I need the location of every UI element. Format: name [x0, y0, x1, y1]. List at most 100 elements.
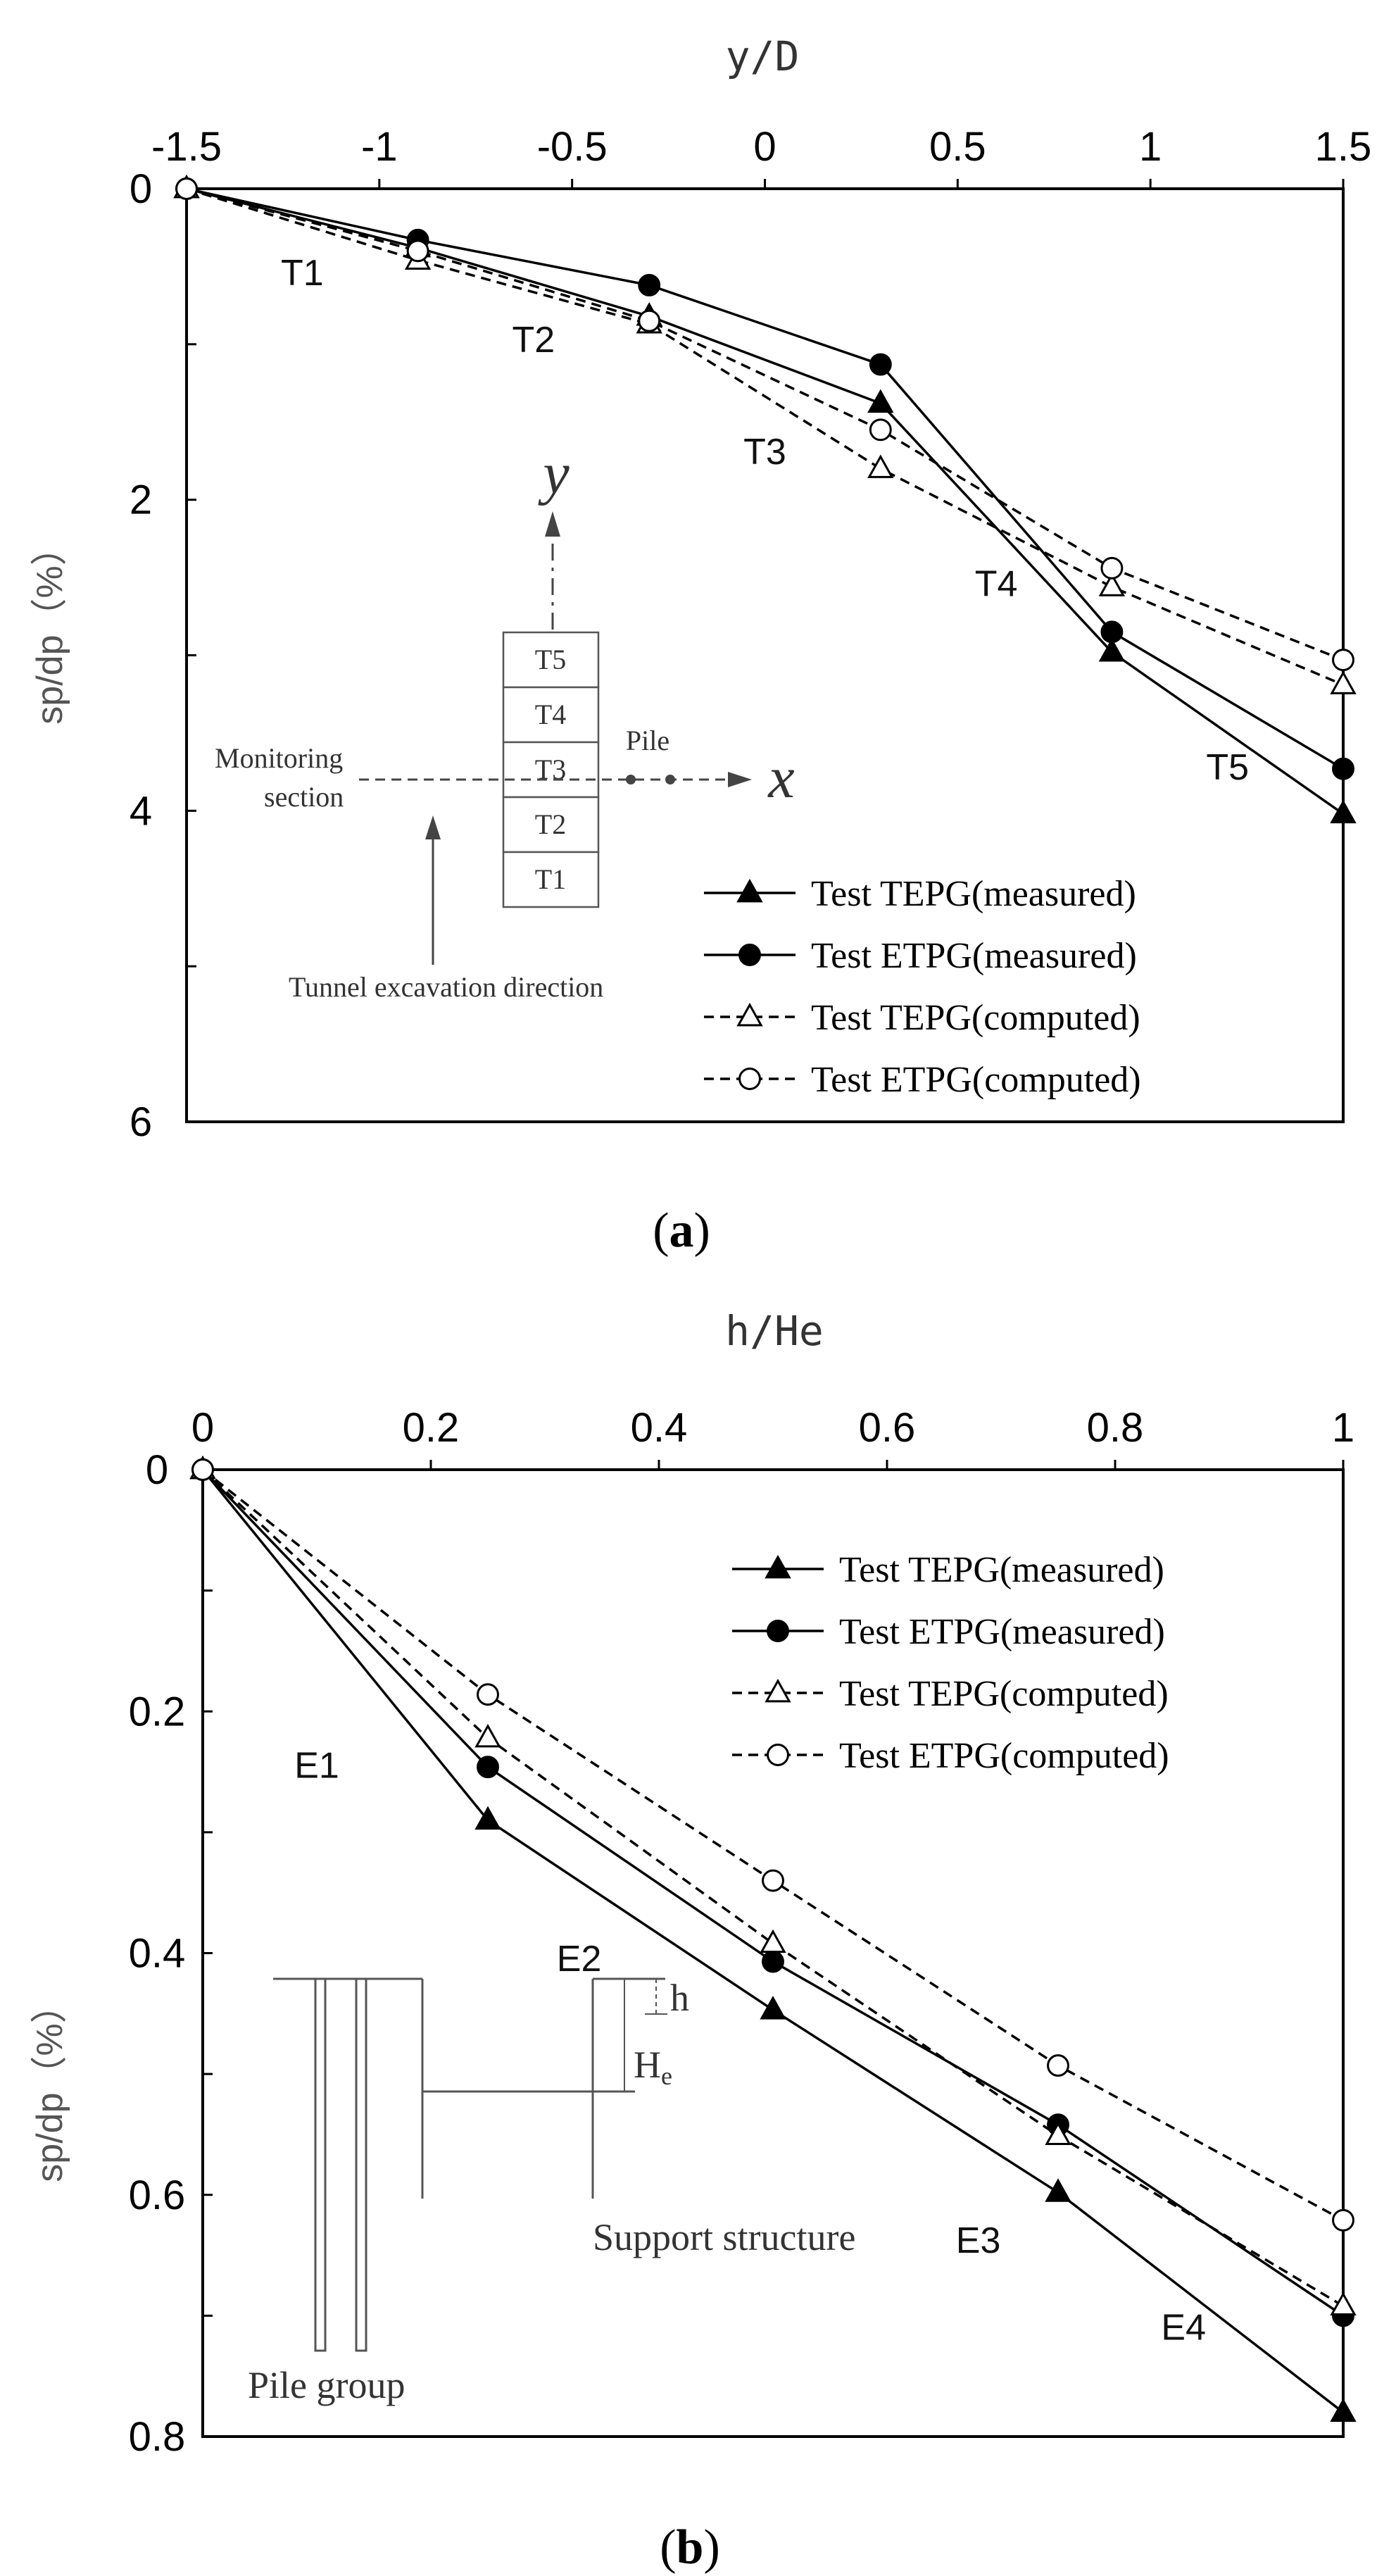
pile-marker	[626, 775, 636, 784]
legend-label: Test TEPG(computed)	[811, 998, 1140, 1038]
data-point	[760, 1996, 786, 2020]
data-point	[760, 1929, 786, 1953]
series-line	[186, 187, 1344, 687]
data-point	[1047, 2054, 1069, 2077]
data-point	[638, 273, 661, 296]
x-tick-label: -0.5	[537, 124, 608, 170]
y-tick-label: 0.6	[129, 2172, 186, 2218]
tick-labels: -1.5 -1 -0.5 0 0.5 1 1.5 0 2 4 6	[130, 124, 1371, 1145]
y-tick-label: 0	[130, 166, 152, 212]
legend-marker	[738, 1068, 761, 1090]
data-point	[477, 1683, 499, 1706]
tunnel-segments: T5 T4 T3 T2 T1	[502, 631, 600, 908]
y-tick-label: 4	[130, 788, 152, 834]
data-point	[1098, 573, 1126, 596]
tunnel-segment-label: T4	[535, 699, 566, 730]
legend-label: Test ETPG(measured)	[839, 1612, 1165, 1652]
y-tick-label: 2	[130, 477, 152, 523]
data-point	[1332, 2208, 1354, 2232]
support-structure-label: Support structure	[593, 2216, 855, 2258]
pile-group-label: Pile group	[248, 2364, 405, 2406]
data-point	[1330, 670, 1357, 694]
series-line	[186, 187, 1345, 815]
chart-panel-a: y/D sp/dp（%） -1.5 -1 -0.5 0 0.5 1 1.5 0 2 4 6 T1 T2…	[30, 32, 1371, 1258]
point-label: T1	[281, 253, 324, 294]
legend-label: Test ETPG(measured)	[811, 936, 1137, 976]
series-line	[186, 187, 1344, 661]
legend-marker	[736, 1002, 763, 1027]
x-tick-label: 0.4	[631, 1405, 688, 1451]
x-tick-label: 1	[1139, 124, 1162, 170]
data-point	[762, 1869, 784, 1892]
caption-letter: a	[669, 1203, 694, 1258]
data-point	[1330, 2398, 1357, 2422]
point-label: T3	[743, 432, 786, 473]
data-point	[1045, 2121, 1071, 2146]
series-line	[201, 1468, 1344, 2222]
x-tick-label: 0	[753, 124, 776, 170]
data-point	[638, 309, 661, 332]
data-point	[1045, 2178, 1071, 2202]
series-line	[201, 1468, 1344, 2317]
data-point	[1100, 556, 1124, 580]
y-axis-label: sp/dp（%）	[30, 529, 70, 724]
h-label: h	[670, 1977, 689, 2019]
legend: Test TEPG(measured) Test ETPG(measured) Te…	[704, 874, 1141, 1100]
pile-marker	[665, 775, 675, 784]
series-group	[173, 174, 1357, 824]
point-labels: E1 E2 E3 E4	[294, 1746, 1206, 2349]
pile-shaft	[314, 1977, 327, 2352]
point-label: E3	[956, 2220, 1001, 2261]
data-point	[1100, 620, 1124, 644]
data-point	[474, 1723, 501, 1748]
data-point	[175, 177, 198, 200]
x-tick-label: 1.5	[1315, 124, 1372, 170]
legend-marker	[767, 1744, 789, 1766]
point-labels: T1 T2 T3 T4 T5	[281, 253, 1249, 788]
legend-label: Test ETPG(computed)	[811, 1060, 1141, 1100]
series-line	[186, 187, 1344, 770]
series-group	[189, 1455, 1357, 2422]
x-tick-label: 0	[191, 1405, 214, 1451]
x-tick-label: 0.2	[403, 1405, 460, 1451]
legend-label: Test ETPG(computed)	[839, 1736, 1169, 1776]
inset-x-arrow-head	[728, 772, 752, 787]
series-line	[201, 1468, 1344, 2308]
tunnel-segment-t4	[502, 686, 600, 744]
x-axis-label: h/He	[725, 1307, 824, 1355]
excavation-direction-label: Tunnel excavation direction	[289, 971, 603, 1003]
data-point	[1332, 649, 1354, 672]
point-label: E1	[294, 1746, 339, 1787]
legend: Test TEPG(measured) Test ETPG(measured) Te…	[732, 1550, 1169, 1776]
inset-y-axis-label: y	[537, 441, 570, 506]
tunnel-segment-t1	[502, 851, 600, 908]
legend-marker	[738, 944, 761, 966]
caption-b: (b)	[660, 2520, 720, 2575]
he-label-main: H	[634, 2044, 661, 2086]
excavation-direction-arrow-head	[425, 815, 441, 839]
x-tick-label: -1	[361, 124, 398, 170]
inset-y-arrow-head	[545, 511, 560, 537]
tunnel-segment-t2	[502, 796, 600, 854]
legend-label: Test TEPG(computed)	[839, 1674, 1169, 1714]
data-point	[867, 389, 894, 413]
data-point	[191, 1458, 214, 1481]
tunnel-segment-label: T5	[535, 644, 566, 675]
legend-marker	[765, 1678, 791, 1703]
y-tick-label: 0.8	[129, 2414, 186, 2460]
data-point	[474, 1806, 501, 1830]
data-point	[406, 239, 429, 263]
point-label: T2	[513, 320, 555, 361]
x-axis-label: y/D	[726, 32, 800, 80]
tunnel-inset: y T5 T4 T3 T2 T1 x Pile Monitoring secti…	[215, 441, 795, 1003]
data-point	[1098, 638, 1126, 662]
caption-letter: b	[677, 2520, 704, 2575]
point-label: T5	[1206, 747, 1249, 788]
inset-x-axis-label: x	[767, 745, 794, 811]
legend-label: Test TEPG(measured)	[839, 1550, 1164, 1590]
plot-frame	[201, 1468, 1345, 2438]
legend-marker	[767, 1620, 789, 1642]
point-label: E4	[1161, 2308, 1206, 2349]
legend-label: Test TEPG(measured)	[811, 874, 1136, 914]
